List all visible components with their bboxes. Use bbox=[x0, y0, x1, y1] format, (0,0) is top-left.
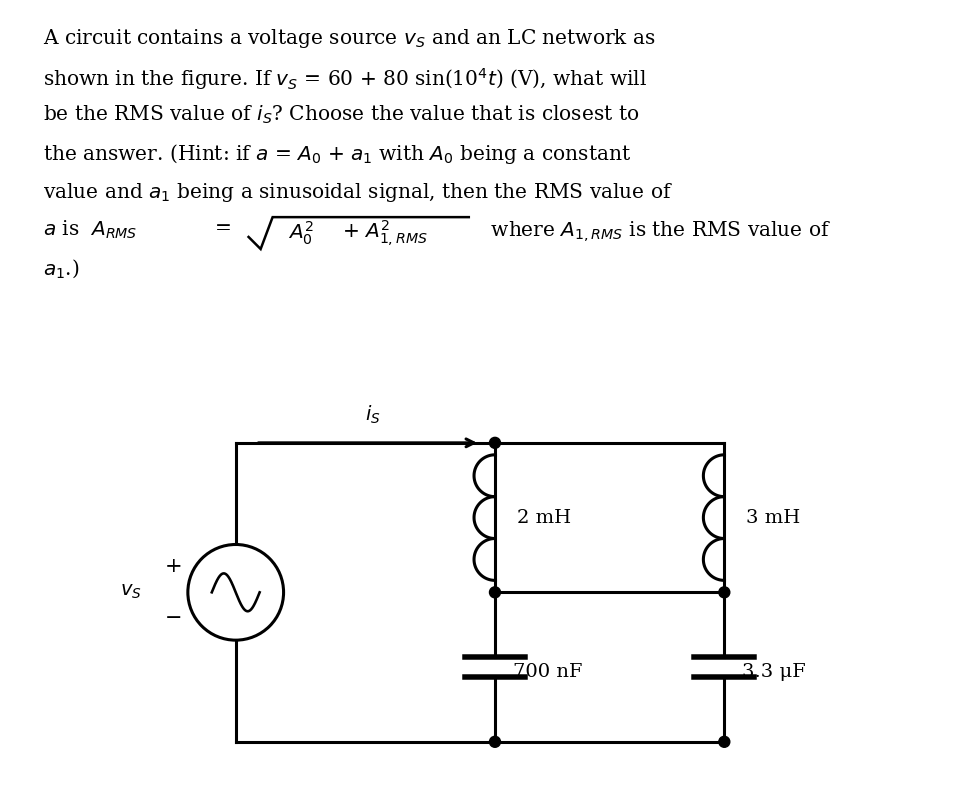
Text: + $A_{1,RMS}^2$: + $A_{1,RMS}^2$ bbox=[342, 219, 428, 249]
Text: +: + bbox=[165, 556, 183, 575]
Circle shape bbox=[490, 737, 501, 747]
Text: $i_S$: $i_S$ bbox=[365, 404, 381, 426]
Text: be the RMS value of $i_S$? Choose the value that is closest to: be the RMS value of $i_S$? Choose the va… bbox=[44, 104, 640, 126]
Text: −: − bbox=[165, 609, 183, 628]
Text: 2 mH: 2 mH bbox=[517, 508, 571, 527]
Circle shape bbox=[490, 587, 501, 598]
Text: A circuit contains a voltage source $v_S$ and an LC network as: A circuit contains a voltage source $v_S… bbox=[44, 27, 656, 50]
Text: 700 nF: 700 nF bbox=[513, 663, 582, 681]
Circle shape bbox=[719, 737, 730, 747]
Text: =: = bbox=[215, 219, 231, 238]
Text: shown in the figure. If $v_S$ = 60 + 80 sin(10$^4$$t$) (V), what will: shown in the figure. If $v_S$ = 60 + 80 … bbox=[44, 65, 647, 92]
Text: where $A_{1,RMS}$ is the RMS value of: where $A_{1,RMS}$ is the RMS value of bbox=[478, 219, 831, 244]
Text: 3 mH: 3 mH bbox=[746, 508, 801, 527]
Circle shape bbox=[490, 437, 501, 448]
Text: 3.3 μF: 3.3 μF bbox=[743, 663, 806, 681]
Circle shape bbox=[719, 587, 730, 598]
Text: $v_S$: $v_S$ bbox=[121, 583, 142, 602]
Text: the answer. (Hint: if $a$ = $A_0$ + $a_1$ with $A_0$ being a constant: the answer. (Hint: if $a$ = $A_0$ + $a_1… bbox=[44, 142, 632, 167]
Text: $A_0^2$: $A_0^2$ bbox=[288, 219, 313, 247]
Text: $a_1$.): $a_1$.) bbox=[44, 258, 80, 280]
Text: value and $a_1$ being a sinusoidal signal, then the RMS value of: value and $a_1$ being a sinusoidal signa… bbox=[44, 181, 674, 203]
Text: $a$ is  $A_{RMS}$: $a$ is $A_{RMS}$ bbox=[44, 219, 138, 242]
